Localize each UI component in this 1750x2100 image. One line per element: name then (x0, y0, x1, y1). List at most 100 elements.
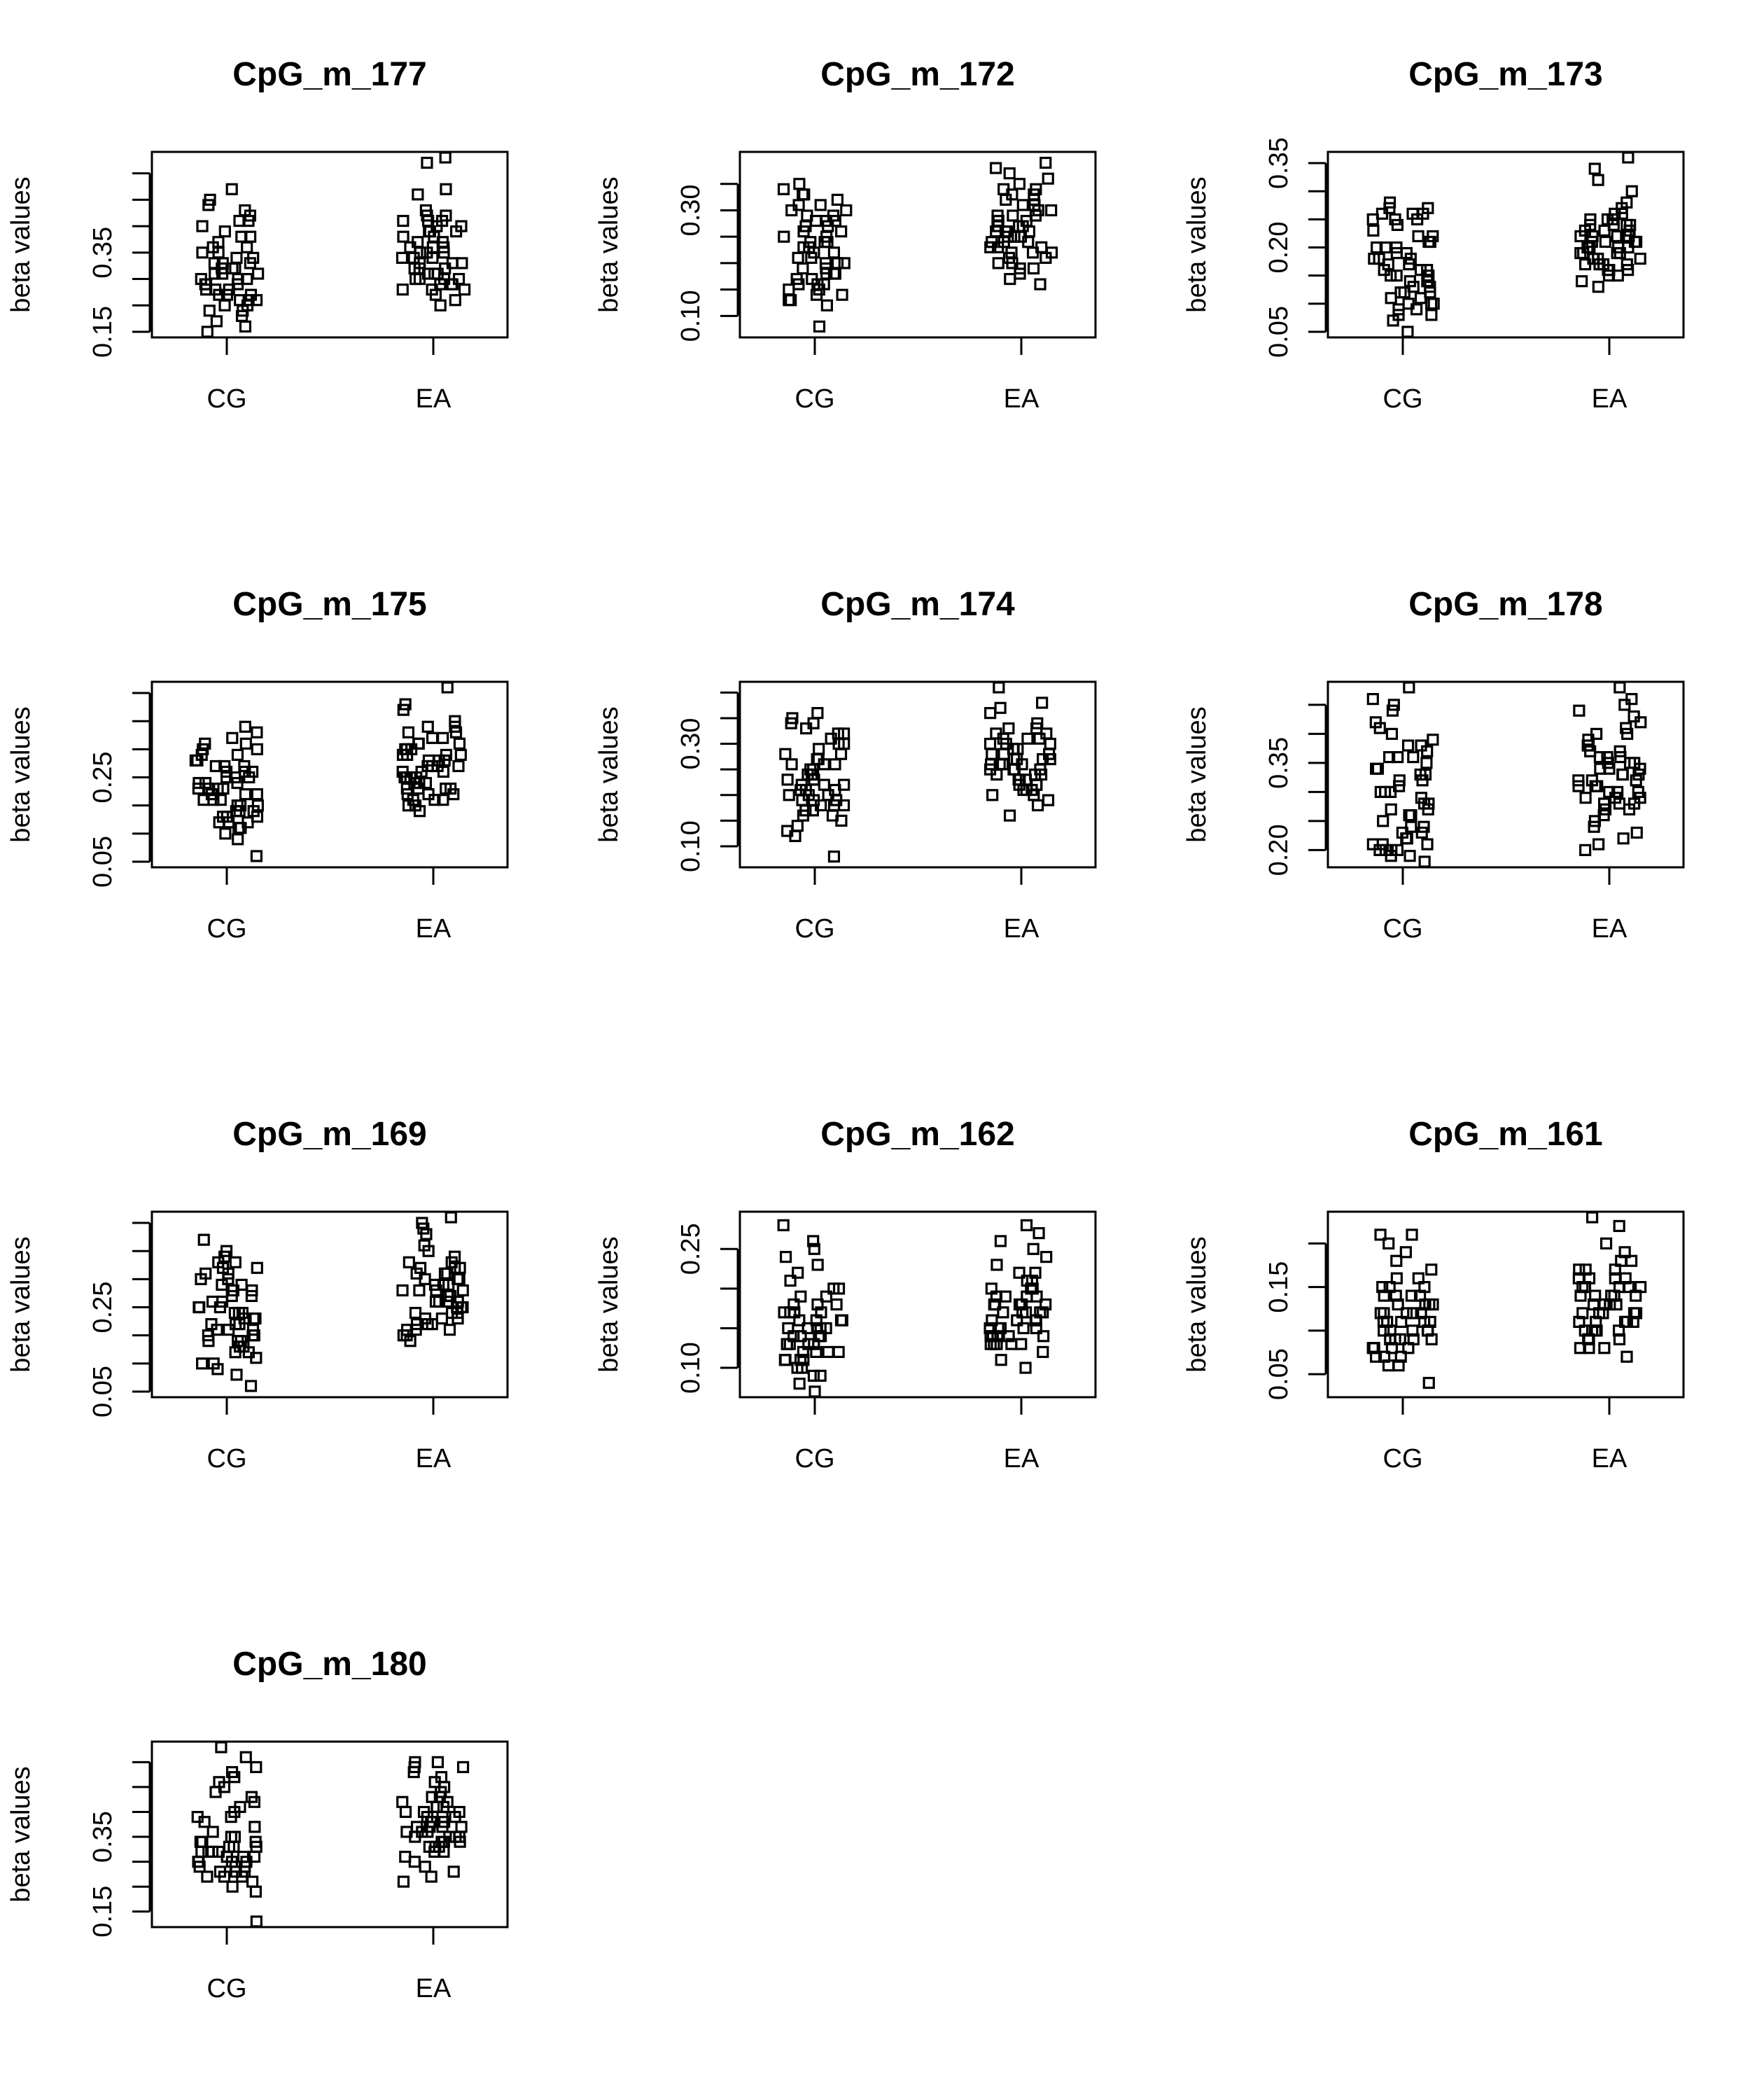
data-point-ea (1620, 1350, 1633, 1363)
data-point-cg (1391, 844, 1404, 857)
data-point-cg (201, 326, 214, 338)
data-point-ea (444, 782, 457, 795)
x-tick-label: CG (795, 1444, 835, 1474)
data-point-cg (1394, 286, 1407, 299)
data-point-ea (396, 1284, 409, 1297)
data-point-ea (1029, 1266, 1042, 1279)
data-point-cg (797, 241, 810, 253)
data-point-ea (458, 284, 471, 296)
data-point-ea (1003, 167, 1016, 180)
y-tick-label: 0.30 (676, 184, 706, 236)
data-point-ea (1586, 1211, 1599, 1224)
data-point-cg (252, 267, 265, 280)
data-point-cg (1394, 1333, 1406, 1345)
data-point-cg (821, 236, 834, 248)
data-point-ea (421, 156, 433, 169)
data-point-cg (249, 1835, 262, 1848)
data-point-cg (1378, 264, 1390, 276)
data-point-ea (437, 765, 450, 778)
data-point-ea (984, 707, 997, 720)
data-point-cg (812, 752, 825, 766)
panel-cpg-m-169: CpG_m_169 0.05 0.25 beta values CG EA (6, 1116, 509, 1474)
y-axis-label: beta values (1182, 706, 1212, 842)
data-point-cg (1378, 1324, 1390, 1337)
data-point-cg (814, 1369, 827, 1382)
data-point-ea (1598, 224, 1611, 237)
data-point-cg (251, 1261, 263, 1274)
data-point-ea (428, 1278, 442, 1291)
data-point-ea (397, 214, 410, 227)
data-point-cg (793, 1378, 806, 1390)
data-point-ea (422, 754, 435, 767)
data-point-cg (792, 251, 804, 264)
data-point-ea (402, 799, 415, 812)
data-point-ea (449, 720, 461, 733)
x-tick-label: CG (1383, 914, 1423, 944)
data-point-ea (1586, 230, 1599, 243)
data-point-ea (428, 794, 441, 806)
x-tick-label: CG (1383, 1444, 1423, 1474)
data-point-cg (191, 1811, 204, 1823)
data-point-ea (1592, 281, 1604, 293)
data-point-ea (1613, 797, 1626, 810)
data-point-ea (991, 1330, 1004, 1343)
data-point-cg (1420, 757, 1433, 769)
data-point-ea (453, 737, 466, 750)
data-point-cg (783, 284, 795, 296)
y-axis-label: beta values (594, 176, 624, 312)
data-point-ea (1574, 230, 1587, 243)
data-point-cg (248, 1329, 260, 1342)
data-point-ea (1601, 213, 1614, 225)
data-point-cg (777, 183, 790, 195)
data-point-cg (195, 272, 207, 286)
data-point-ea (454, 1835, 466, 1848)
data-point-ea (1628, 1307, 1641, 1320)
data-point-cg (794, 1330, 807, 1343)
panel-title: CpG_m_172 (820, 56, 1014, 93)
data-point-cg (797, 1345, 809, 1359)
data-point-ea (451, 1312, 464, 1325)
x-tick-label: EA (416, 914, 451, 944)
data-point-cg (214, 794, 227, 806)
data-point-ea (1609, 1264, 1621, 1276)
data-point-cg (196, 246, 209, 259)
panel-title: CpG_m_180 (232, 1646, 426, 1683)
data-point-ea (444, 1211, 457, 1224)
data-point-ea (1620, 218, 1633, 231)
data-point-cg (199, 737, 211, 750)
data-point-cg (242, 294, 255, 307)
data-point-cg (237, 1340, 250, 1353)
panel-title: CpG_m_174 (820, 586, 1015, 623)
data-point-cg (225, 183, 238, 195)
panel-cpg-m-173: CpG_m_173 0.05 0.20 0.35 beta values CG EA (1182, 56, 1685, 414)
data-point-cg (213, 816, 225, 829)
data-point-cg (1413, 1289, 1427, 1302)
data-point-ea (433, 1840, 445, 1853)
data-point-ea (1013, 178, 1026, 190)
panel-cpg-m-162: CpG_m_162 0.10 0.25 beta values CG EA (594, 1116, 1097, 1474)
data-point-ea (1019, 1362, 1032, 1374)
data-point-ea (1044, 737, 1056, 750)
panel-cpg-m-178: CpG_m_178 0.20 0.35 beta values CG EA (1182, 586, 1685, 944)
data-point-ea (1002, 251, 1016, 264)
data-point-cg (829, 267, 841, 280)
y-tick-label: 0.15 (88, 1886, 118, 1938)
data-point-ea (1007, 743, 1019, 755)
data-point-cg (830, 1298, 843, 1311)
data-point-cg (791, 820, 804, 832)
data-point-cg (246, 1875, 259, 1888)
data-point-ea (1586, 1324, 1599, 1337)
data-point-cg (1415, 739, 1427, 752)
data-point-cg (217, 782, 230, 795)
data-point-ea (1034, 278, 1046, 290)
data-point-ea (1614, 681, 1626, 694)
data-point-cg (1390, 1272, 1403, 1284)
data-point-cg (1376, 1280, 1389, 1294)
data-point-ea (1614, 745, 1626, 757)
data-point-cg (248, 1821, 261, 1833)
data-point-cg (203, 782, 216, 795)
data-point-cg (788, 1298, 800, 1311)
data-point-ea (397, 1875, 410, 1888)
data-point-cg (218, 1870, 231, 1883)
data-point-ea (438, 1267, 451, 1280)
